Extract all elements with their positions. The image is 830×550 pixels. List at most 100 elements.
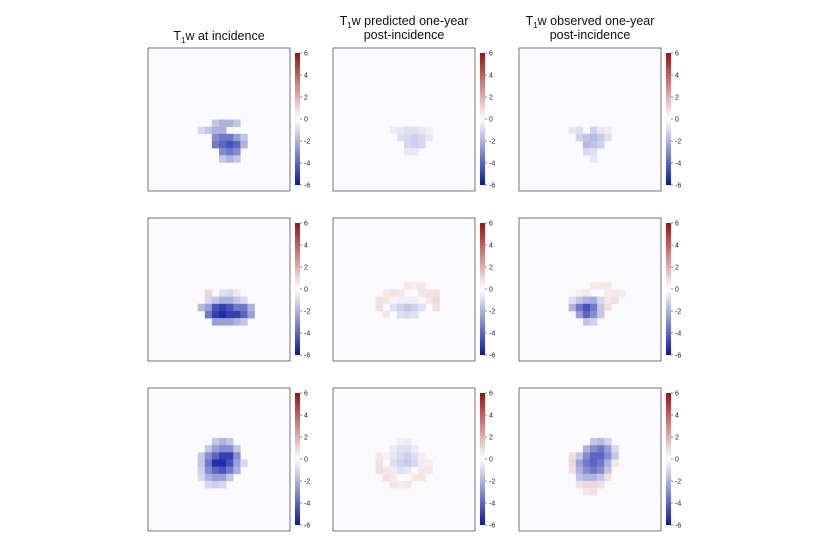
heatmap-cell [233, 133, 241, 142]
heatmap-cell [597, 480, 605, 489]
colorbar-tick-label: -2 [675, 309, 681, 316]
heatmap-cell [590, 140, 598, 149]
colorbar-gradient [666, 223, 671, 355]
heatmap-cell [604, 466, 612, 475]
heatmap-cell [240, 310, 248, 319]
heatmap-cell [204, 310, 213, 319]
heatmap-cell [211, 303, 220, 312]
colorbar-tick-label: 6 [304, 221, 308, 228]
heatmap-cell [582, 133, 591, 142]
heatmap-cell [219, 133, 227, 142]
heatmap-cell [418, 282, 426, 290]
heatmap-cell [582, 452, 591, 460]
heatmap-cell [233, 452, 241, 460]
heatmap-cell [233, 119, 241, 127]
panel-background [333, 48, 475, 191]
heatmap-cell [226, 466, 234, 475]
heatmap-cell [240, 303, 248, 312]
heatmap-cell [396, 445, 405, 453]
colorbar-gradient [480, 223, 485, 355]
colorbar-tick-label: 6 [304, 391, 308, 398]
colorbar-tick-label: 0 [675, 457, 679, 464]
heatmap-cell [211, 296, 220, 305]
colorbar-tick-label: 4 [489, 243, 493, 250]
heatmap-cell [597, 140, 605, 149]
heatmap-cell [396, 126, 405, 135]
heatmap-cell [575, 466, 584, 475]
heatmap-cell [590, 473, 598, 482]
colorbar-tick-label: 6 [675, 221, 679, 228]
heatmap-cell [233, 445, 241, 453]
heatmap-cell [396, 438, 405, 446]
heatmap-cell [204, 289, 213, 297]
heatmap-cell [582, 318, 591, 326]
colorbar-tick-label: -6 [489, 183, 495, 190]
heatmap-cell [240, 133, 248, 142]
heatmap-panel [518, 217, 662, 362]
heatmap-cell [404, 133, 412, 142]
heatmap-cell [590, 296, 598, 305]
panel-border [147, 47, 291, 192]
colorbar-tick-label: 4 [304, 243, 308, 250]
heatmap-cell [590, 155, 598, 163]
colorbar: 6 4 2 0 -2 -4 -6 [480, 221, 495, 360]
heatmap-cell [411, 473, 419, 482]
colorbar-tick-label: 6 [489, 51, 493, 58]
heatmap-cell [375, 466, 383, 475]
heatmap-cell [590, 480, 598, 489]
colorbar-tick-label: 0 [304, 117, 308, 124]
heatmap-cell [382, 289, 391, 297]
colorbar-tick-label: 0 [489, 457, 493, 464]
heatmap-cell [575, 303, 584, 312]
heatmap-cell [411, 140, 419, 149]
heatmap-panel [332, 47, 476, 192]
colorbar-tick-label: -2 [304, 139, 310, 146]
colorbar-tick-label: -6 [675, 183, 681, 190]
heatmap-cell [425, 289, 433, 297]
heatmap-cell [382, 466, 391, 475]
heatmap-cell [219, 126, 227, 135]
heatmap-cell [233, 155, 241, 163]
heatmap-cell [226, 452, 234, 460]
heatmap-cell [396, 459, 405, 467]
colorbar-tick-label: -6 [489, 353, 495, 360]
heatmap-cell [389, 473, 398, 482]
colorbar-tick-label: -6 [304, 523, 310, 530]
heatmap-cell [618, 289, 626, 297]
column-title: T1w at incidence [173, 29, 264, 45]
heatmap-cell [425, 466, 433, 475]
heatmap-cell [226, 133, 234, 142]
colorbar: 6 4 2 0 -2 -4 -6 [295, 391, 310, 530]
heatmap-cell [604, 126, 612, 135]
heatmap-cell [611, 459, 619, 467]
heatmap-cell [575, 296, 584, 305]
heatmap-cell [233, 289, 241, 297]
heatmap-cell [404, 438, 412, 446]
colorbar-tick-label: -2 [489, 309, 495, 316]
title-text: T [340, 14, 348, 28]
heatmap-cell [604, 459, 612, 467]
heatmap-cell [226, 155, 234, 163]
colorbar-tick-label: 2 [304, 95, 308, 102]
heatmap-cell [411, 445, 419, 453]
colorbar: 6 4 2 0 -2 -4 -6 [480, 391, 495, 530]
heatmap-cell [411, 452, 419, 460]
heatmap-cell [382, 310, 391, 319]
colorbar: 6 4 2 0 -2 -4 -6 [295, 221, 310, 360]
colorbar-tick-label: 4 [675, 73, 679, 80]
heatmap-cell [233, 318, 241, 326]
heatmap-cell [204, 466, 213, 475]
heatmap-cell [233, 148, 241, 156]
heatmap-cell [204, 473, 213, 482]
colorbar-tick-label: 0 [304, 287, 308, 294]
heatmap-cell [611, 296, 619, 305]
heatmap-cell [211, 140, 220, 149]
heatmap-cell [396, 289, 405, 297]
heatmap-cell [219, 140, 227, 149]
heatmap-cell [432, 289, 440, 297]
heatmap-cell [375, 452, 383, 460]
heatmap-cell [219, 155, 227, 163]
heatmap-cell [568, 126, 577, 135]
colorbar-tick-label: -4 [675, 331, 681, 338]
heatmap-cell [604, 452, 612, 460]
